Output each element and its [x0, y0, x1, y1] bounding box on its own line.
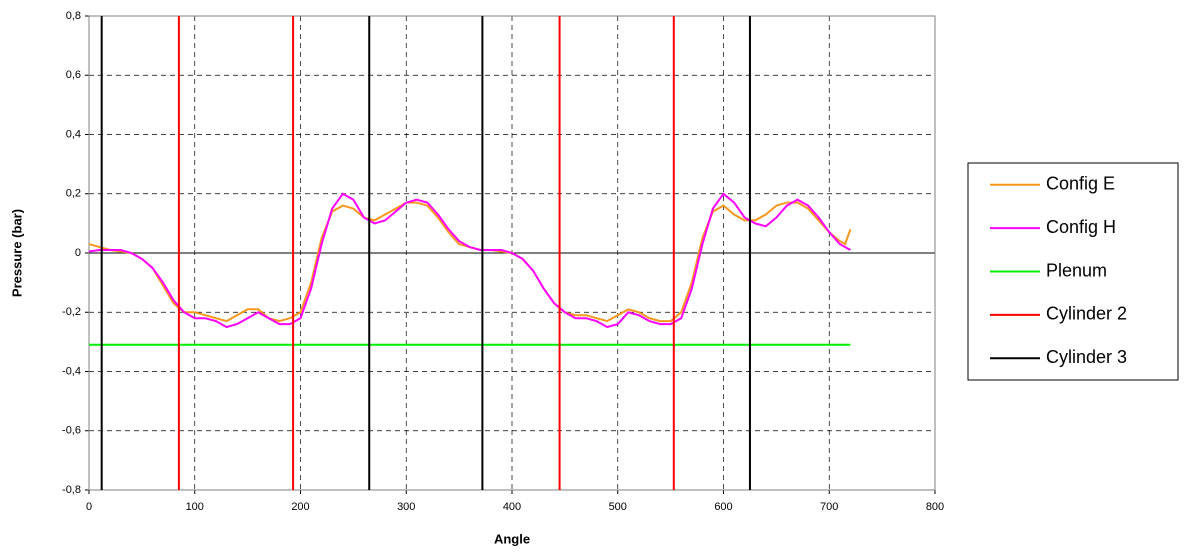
legend-label: Config E	[1046, 173, 1115, 193]
x-tick-label: 600	[714, 501, 732, 513]
x-tick-label: 0	[86, 501, 92, 513]
y-tick-label: 0,2	[66, 188, 81, 200]
x-axis-title: Angle	[494, 531, 530, 546]
series-line	[88, 192, 851, 329]
series-line	[88, 201, 852, 323]
x-tick-label: 200	[291, 501, 309, 513]
y-tick-label: 0,4	[66, 128, 81, 140]
x-tick-label: 300	[397, 501, 415, 513]
y-tick-label: -0,2	[62, 306, 81, 318]
y-tick-label: 0,8	[66, 10, 81, 22]
x-tick-label: 400	[503, 501, 521, 513]
legend-label: Config H	[1046, 217, 1116, 237]
y-axis-title: Pressure (bar)	[9, 209, 24, 297]
legend-label: Cylinder 2	[1046, 304, 1127, 324]
y-tick-label: -0,6	[62, 425, 81, 437]
legend-label: Plenum	[1046, 260, 1107, 280]
x-tick-label: 700	[820, 501, 838, 513]
y-tick-label: -0,4	[62, 365, 81, 377]
y-tick-label: -0,8	[62, 484, 81, 496]
plot-border	[88, 15, 936, 491]
x-tick-label: 100	[186, 501, 204, 513]
x-tick-label: 800	[926, 501, 944, 513]
y-tick-label: 0,6	[66, 69, 81, 81]
y-tick-label: 0	[75, 247, 81, 259]
legend-label: Cylinder 3	[1046, 347, 1127, 367]
x-tick-label: 500	[609, 501, 627, 513]
